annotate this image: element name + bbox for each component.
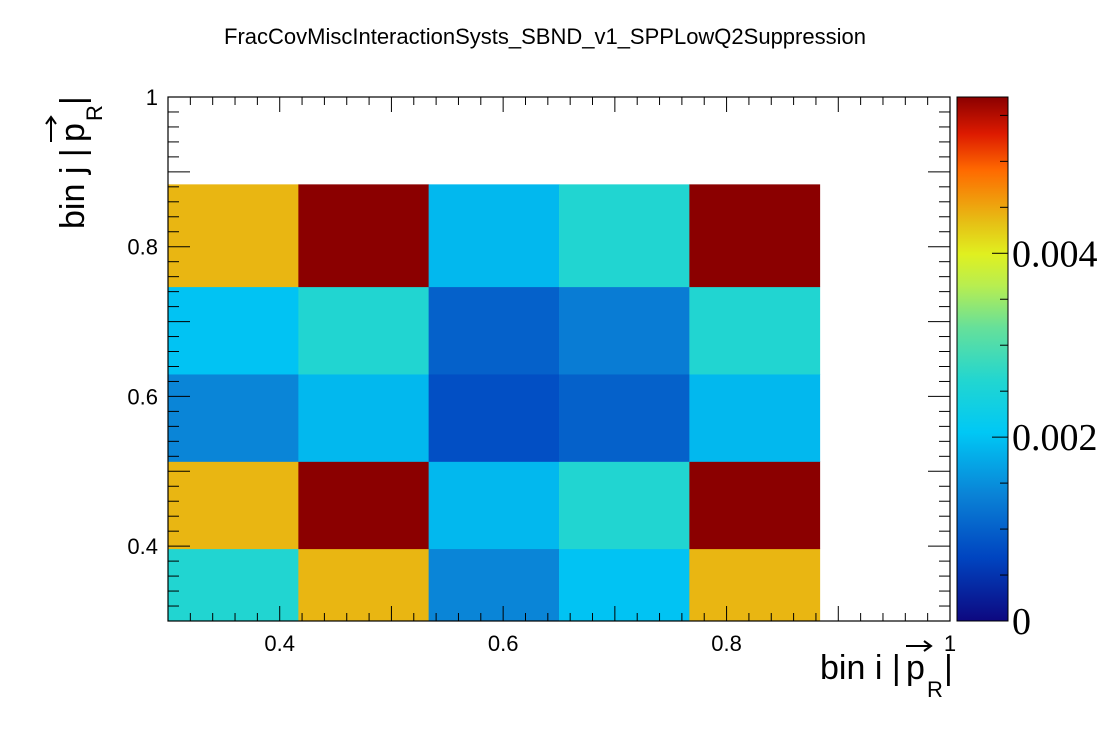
x-axis-title-main: bin i | [820,649,901,687]
heatmap-cell-4-1 [689,461,821,550]
heatmap-cell-1-1 [298,461,430,550]
y-tick-label: 0.6 [127,384,158,409]
x-axis-title-close: | [944,649,953,687]
heatmap-cell-4-2 [689,373,821,462]
y-axis-title-close: | [54,96,92,105]
heatmap-cell-2-0 [428,548,560,622]
heatmap-cell-0-1 [168,461,299,550]
heatmap-cell-2-3 [428,286,560,375]
heatmap-cell-0-0 [168,548,299,622]
heatmap-cell-1-2 [298,373,430,462]
y-tick-label: 0.4 [127,534,158,559]
x-axis-title-vec: p [906,649,925,687]
vector-arrowhead-icon [45,115,57,125]
z-tick-label: 0 [1012,601,1031,643]
z-tick-label: 0.002 [1012,417,1098,459]
heatmap-cell-3-2 [559,373,690,462]
heatmap-cell-0-3 [168,286,299,375]
y-axis-title-vec: p [54,123,92,142]
heatmap-cell-2-2 [428,373,560,462]
heatmap-cell-1-0 [298,548,430,622]
y-axis-title-sub: R [82,105,107,121]
heatmap-cell-4-3 [689,286,821,375]
x-axis-title-sub: R [927,677,943,702]
color-scale-ticks: 0 0.002 0.004 [992,114,1098,643]
heatmap-cell-1-4 [298,184,430,288]
heatmap-cell-3-1 [559,461,690,550]
x-tick-label: 1 [944,631,956,656]
x-tick-label: 0.6 [488,631,519,656]
z-tick-label: 0.004 [1012,233,1098,275]
x-tick-label: 0.4 [264,631,295,656]
vector-arrowhead-icon [923,640,933,652]
heatmap-cell-4-0 [689,548,821,622]
plot-frame [167,96,951,622]
heatmap-cell-3-0 [559,548,690,622]
heatmap-cell-3-3 [559,286,690,375]
heatmap-cells [168,184,821,622]
y-tick-label: 1 [146,85,158,110]
heatmap-cell-2-4 [428,184,560,288]
heatmap-cell-1-3 [298,286,430,375]
heatmap-cell-0-4 [168,184,299,288]
heatmap-cell-2-1 [428,461,560,550]
y-tick-label: 0.8 [127,235,158,260]
axis-tick-labels: 0.4 0.6 0.8 1 0.4 0.6 0.8 1 [127,85,956,656]
chart-title: FracCovMiscInteractionSysts_SBND_v1_SPPL… [224,24,866,49]
x-tick-label: 0.8 [711,631,742,656]
heatmap-cell-3-4 [559,184,690,288]
heatmap-cell-0-2 [168,373,299,462]
x-axis-title: bin i | p R | [820,640,953,702]
heatmap-cell-4-4 [689,184,821,288]
y-axis-title-main: bin j | [54,148,92,229]
axis-ticks [167,96,951,622]
y-axis-title: bin j | p R | [45,96,107,229]
color-scale-bar [956,96,1009,622]
